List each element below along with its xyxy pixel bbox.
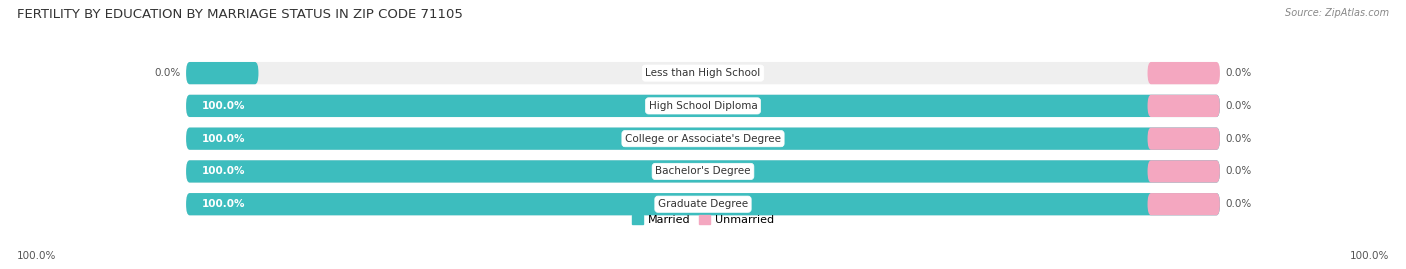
Text: 100.0%: 100.0%: [17, 251, 56, 261]
FancyBboxPatch shape: [1147, 95, 1220, 117]
FancyBboxPatch shape: [186, 160, 1220, 183]
FancyBboxPatch shape: [186, 193, 1220, 215]
FancyBboxPatch shape: [1147, 128, 1220, 150]
FancyBboxPatch shape: [186, 62, 259, 84]
Text: Graduate Degree: Graduate Degree: [658, 199, 748, 209]
Text: 100.0%: 100.0%: [201, 167, 245, 176]
Text: 0.0%: 0.0%: [1225, 167, 1251, 176]
Legend: Married, Unmarried: Married, Unmarried: [627, 210, 779, 229]
Text: 0.0%: 0.0%: [1225, 101, 1251, 111]
Text: High School Diploma: High School Diploma: [648, 101, 758, 111]
FancyBboxPatch shape: [186, 128, 1220, 150]
FancyBboxPatch shape: [186, 95, 1220, 117]
Text: 0.0%: 0.0%: [155, 68, 181, 78]
FancyBboxPatch shape: [1147, 160, 1220, 183]
Text: 100.0%: 100.0%: [201, 199, 245, 209]
FancyBboxPatch shape: [186, 62, 1220, 84]
FancyBboxPatch shape: [186, 193, 1220, 215]
Text: 0.0%: 0.0%: [1225, 199, 1251, 209]
Text: Less than High School: Less than High School: [645, 68, 761, 78]
Text: 100.0%: 100.0%: [1350, 251, 1389, 261]
FancyBboxPatch shape: [186, 128, 1220, 150]
Text: 0.0%: 0.0%: [1225, 134, 1251, 144]
FancyBboxPatch shape: [1147, 62, 1220, 84]
Text: FERTILITY BY EDUCATION BY MARRIAGE STATUS IN ZIP CODE 71105: FERTILITY BY EDUCATION BY MARRIAGE STATU…: [17, 8, 463, 21]
FancyBboxPatch shape: [186, 160, 1220, 183]
FancyBboxPatch shape: [186, 95, 1220, 117]
FancyBboxPatch shape: [1147, 193, 1220, 215]
Text: 100.0%: 100.0%: [201, 101, 245, 111]
Text: 100.0%: 100.0%: [201, 134, 245, 144]
Text: Source: ZipAtlas.com: Source: ZipAtlas.com: [1285, 8, 1389, 18]
Text: Bachelor's Degree: Bachelor's Degree: [655, 167, 751, 176]
Text: 0.0%: 0.0%: [1225, 68, 1251, 78]
Text: College or Associate's Degree: College or Associate's Degree: [626, 134, 780, 144]
